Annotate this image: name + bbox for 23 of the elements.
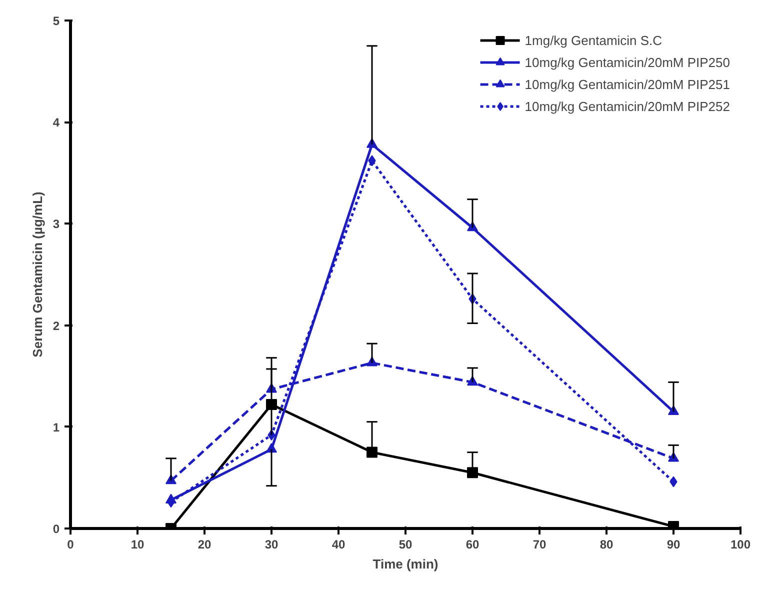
legend-label: 1mg/kg Gentamicin S.C xyxy=(524,32,662,48)
x-tick-label: 20 xyxy=(198,538,212,552)
x-tick-label: 90 xyxy=(666,538,680,552)
x-tick-label: 30 xyxy=(264,538,278,552)
y-tick-label: 3 xyxy=(52,217,60,232)
legend-label: 10mg/kg Gentamicin/20mM PIP252 xyxy=(524,98,730,114)
x-axis-title: Time (min) xyxy=(372,556,438,572)
x-tick-label: 70 xyxy=(532,538,546,552)
x-tick-label: 40 xyxy=(332,538,346,552)
y-tick-label: 0 xyxy=(52,522,60,536)
x-tick-label: 50 xyxy=(398,538,412,552)
legend-label: 10mg/kg Gentamicin/20mM PIP250 xyxy=(524,54,730,70)
y-tick-label: 1 xyxy=(52,420,60,434)
y-tick-label: 2 xyxy=(52,318,60,333)
legend-label: 10mg/kg Gentamicin/20mM PIP251 xyxy=(524,76,730,92)
x-tick-label: 100 xyxy=(730,538,751,552)
y-axis-title: Serum Gentamicin (µg/mL) xyxy=(30,192,45,358)
x-tick-label: 10 xyxy=(130,538,144,552)
x-tick-label: 60 xyxy=(466,538,480,552)
y-tick-label: 5 xyxy=(52,14,60,28)
x-tick-label: 80 xyxy=(600,538,614,552)
y-tick-label: 4 xyxy=(52,116,60,130)
x-tick-label: 0 xyxy=(67,538,74,552)
